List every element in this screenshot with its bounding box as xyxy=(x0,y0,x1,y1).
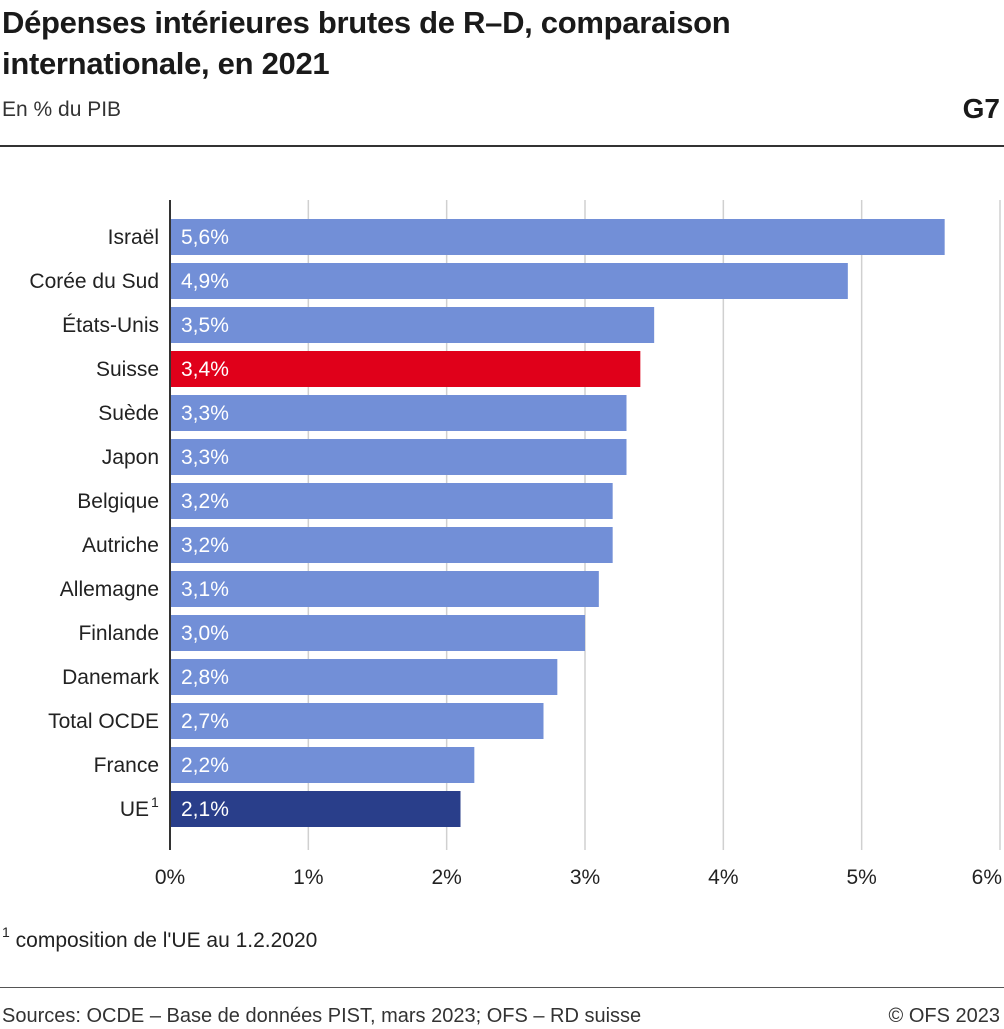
bar xyxy=(170,659,558,695)
bar xyxy=(170,263,848,299)
bar xyxy=(170,571,599,607)
category-label: UE xyxy=(120,798,149,821)
category-label: Belgique xyxy=(77,490,159,513)
category-label: Total OCDE xyxy=(48,710,159,733)
x-tick-label: 5% xyxy=(846,866,876,889)
bar-value-label: 3,2% xyxy=(181,534,229,557)
chart-subtitle: En % du PIB xyxy=(2,98,122,121)
category-label: États-Unis xyxy=(62,314,159,337)
bar xyxy=(170,439,627,475)
footnote: 1 composition de l'UE au 1.2.2020 xyxy=(2,920,317,955)
copyright-text: © OFS 2023 xyxy=(888,1005,1000,1027)
category-label: Suisse xyxy=(96,358,159,381)
bar xyxy=(170,395,627,431)
bar-value-label: 4,9% xyxy=(181,270,229,293)
header-divider xyxy=(0,145,1004,147)
bar xyxy=(170,791,461,827)
bar xyxy=(170,527,613,563)
bar xyxy=(170,351,641,387)
bar-value-label: 2,8% xyxy=(181,666,229,689)
x-tick-label: 6% xyxy=(972,866,1002,889)
category-label: Israël xyxy=(108,226,159,249)
figure-id: G7 xyxy=(962,93,1000,124)
footnote-marker: 1 xyxy=(2,924,10,940)
bar xyxy=(170,483,613,519)
category-label: Japon xyxy=(102,446,159,469)
x-tick-label: 0% xyxy=(155,866,185,889)
bar-value-label: 3,2% xyxy=(181,490,229,513)
bars: 5,6% 4,9% 3,5% 3,4% 3,3% 3,3% 3,2% 3,2% 3,1% 3,0%… xyxy=(170,219,945,827)
bar-value-label: 3,1% xyxy=(181,578,229,601)
bar-value-label: 3,4% xyxy=(181,358,229,381)
footnote-text: composition de l'UE au 1.2.2020 xyxy=(15,929,318,952)
footer-divider xyxy=(0,987,1004,988)
bar-value-label: 2,1% xyxy=(181,798,229,821)
category-label: France xyxy=(94,754,159,777)
x-tick-labels: 0% 1% 2% 3% 4% 5% 6% xyxy=(155,866,1002,889)
bar-value-label: 2,7% xyxy=(181,710,229,733)
bar-value-label: 2,2% xyxy=(181,754,229,777)
bar xyxy=(170,703,544,739)
bar xyxy=(170,307,655,343)
bar xyxy=(170,747,475,783)
x-tick-label: 4% xyxy=(708,866,738,889)
category-superscript: 1 xyxy=(151,794,159,810)
category-label: Allemagne xyxy=(60,578,159,601)
sources-text: Sources: OCDE – Base de données PIST, ma… xyxy=(2,1005,642,1027)
bar xyxy=(170,615,585,651)
bar xyxy=(170,219,945,255)
bar-value-label: 5,6% xyxy=(181,226,229,249)
category-label: Danemark xyxy=(62,666,159,689)
bar-value-label: 3,0% xyxy=(181,622,229,645)
category-label: Suède xyxy=(98,402,159,425)
x-tick-label: 3% xyxy=(570,866,600,889)
x-tick-label: 1% xyxy=(293,866,323,889)
bar-chart: 5,6% 4,9% 3,5% 3,4% 3,3% 3,3% 3,2% 3,2% 3,1% 3,0%… xyxy=(29,200,1002,889)
chart-title: Dépenses intérieures brutes de R–D, comp… xyxy=(2,5,731,81)
x-tick-label: 2% xyxy=(431,866,461,889)
bar-value-label: 3,3% xyxy=(181,446,229,469)
category-label: Corée du Sud xyxy=(29,270,159,293)
category-labels: Israël Corée du Sud États-Unis Suisse Suède J… xyxy=(29,226,159,821)
bar-value-label: 3,5% xyxy=(181,314,229,337)
category-label: Finlande xyxy=(78,622,159,645)
category-label: Autriche xyxy=(82,534,159,557)
bar-value-label: 3,3% xyxy=(181,402,229,425)
